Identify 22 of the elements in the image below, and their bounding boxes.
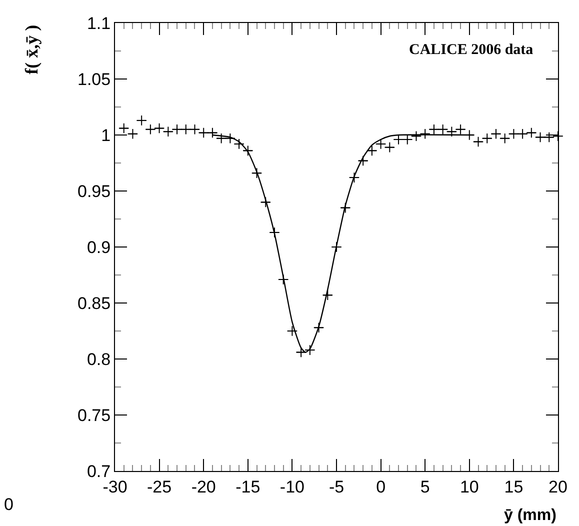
y-tick-label: 0.85 bbox=[78, 294, 111, 313]
y-tick-label: 0.75 bbox=[78, 406, 111, 425]
x-tick-label: 10 bbox=[460, 477, 479, 496]
x-tick-label: -25 bbox=[147, 477, 172, 496]
y-tick-label: 1.1 bbox=[86, 14, 111, 33]
text: 0 bbox=[4, 495, 14, 514]
y-tick-label: 1 bbox=[101, 126, 111, 145]
y-tick-label: 0.8 bbox=[86, 350, 111, 369]
x-tick-label: -10 bbox=[280, 477, 304, 496]
y-axis-title: f( x̄,ȳ ) bbox=[21, 24, 42, 74]
x-tick-label: 0 bbox=[376, 477, 386, 496]
x-tick-label: -5 bbox=[328, 477, 344, 496]
x-tick-label: 20 bbox=[548, 477, 568, 496]
x-tick-label: 5 bbox=[420, 477, 430, 496]
x-tick-label: 15 bbox=[504, 477, 524, 496]
x-tick-label: -15 bbox=[236, 477, 260, 496]
annotation: CALICE 2006 data bbox=[409, 42, 534, 58]
x-axis-title: ȳ (mm) bbox=[504, 507, 556, 524]
y-tick-label: 0.95 bbox=[78, 182, 111, 201]
y-tick-label: 0.9 bbox=[86, 238, 111, 257]
y-tick-label: 1.05 bbox=[78, 70, 111, 89]
x-tick-label: -20 bbox=[191, 477, 216, 496]
